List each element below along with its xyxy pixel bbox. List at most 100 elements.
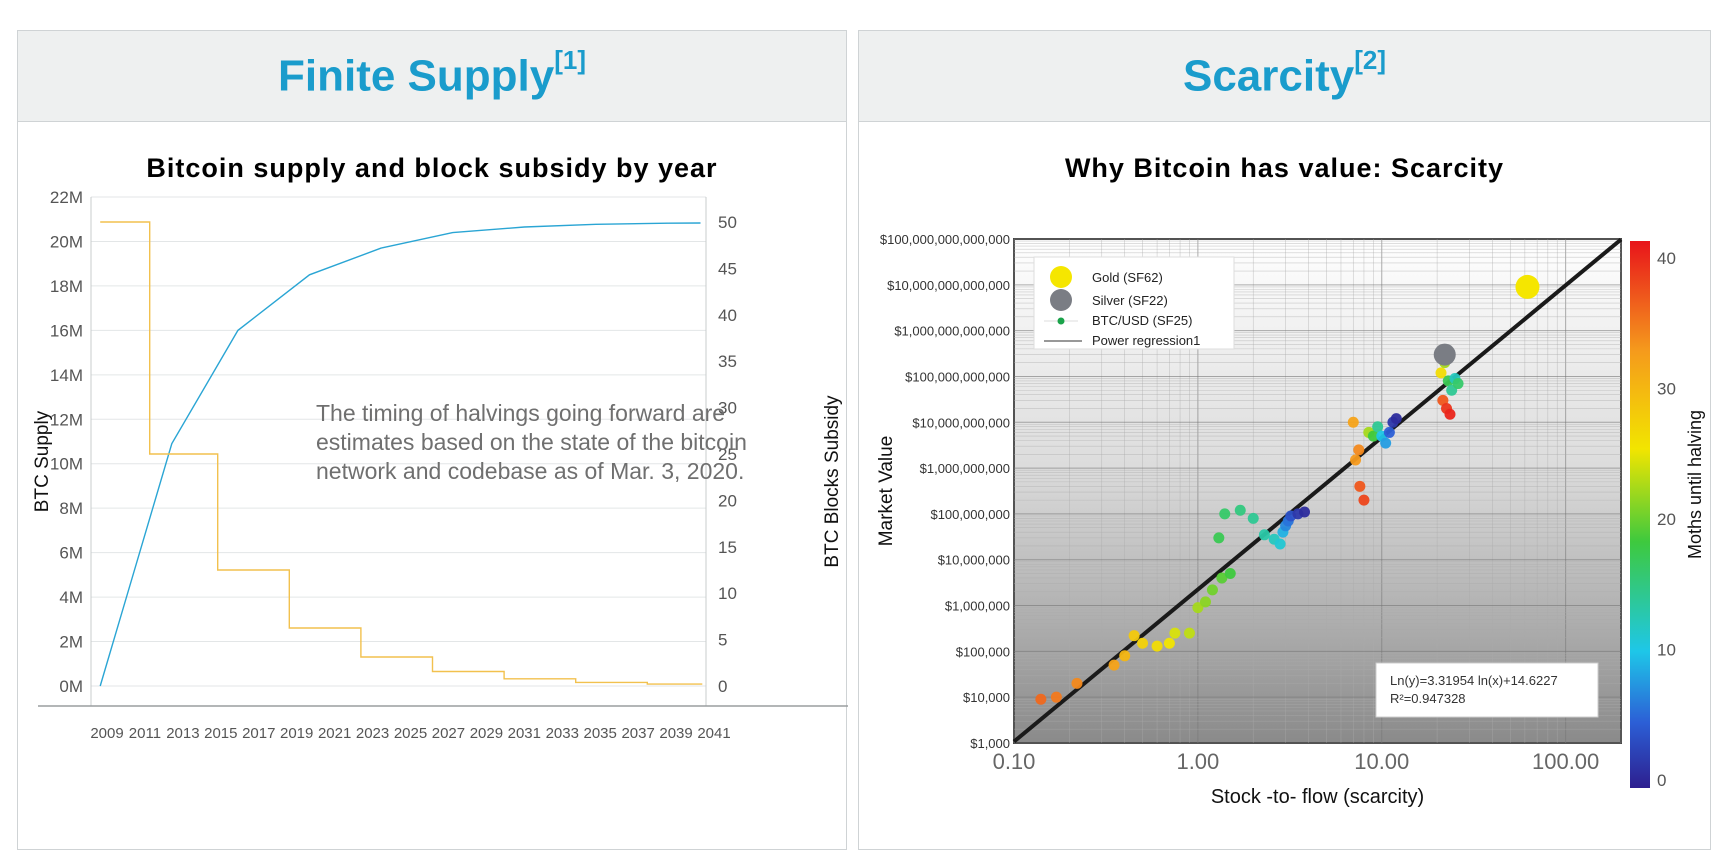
y2-tick-label: 10 xyxy=(718,584,737,603)
btc-data-point xyxy=(1354,480,1366,492)
finite-supply-panel: Finite Supply[1] Bitcoin supply and bloc… xyxy=(17,30,848,850)
x-tick-label: 2013 xyxy=(166,725,199,742)
y2-tick-label: 35 xyxy=(718,352,737,371)
y-tick-label: 16M xyxy=(50,321,83,340)
y2-tick-label: 40 xyxy=(718,306,737,325)
y-tick-label: 20M xyxy=(50,232,83,251)
btc-data-point xyxy=(1350,454,1362,466)
regression-box xyxy=(1375,662,1599,718)
x-tick-label: 2015 xyxy=(204,725,237,742)
btc-data-point xyxy=(1435,367,1447,379)
btc-data-point xyxy=(1444,408,1456,420)
btc-data-point xyxy=(1199,596,1211,608)
x-axis-label: Stock -to- flow (scarcity) xyxy=(1211,786,1424,808)
colorbar-tick-label: 10 xyxy=(1657,641,1676,660)
y-tick-label: 10M xyxy=(50,455,83,474)
btc-data-point xyxy=(1071,677,1083,689)
btc-data-point xyxy=(1383,426,1395,438)
y-tick-label: $1,000,000 xyxy=(945,599,1010,614)
btc-data-point xyxy=(1163,637,1175,649)
y2-tick-label: 45 xyxy=(718,259,737,278)
btc-data-point xyxy=(1380,437,1392,449)
x-tick-label: 2025 xyxy=(394,725,427,742)
y-tick-label: $10,000,000 xyxy=(938,553,1010,568)
btc-data-point xyxy=(1169,627,1181,639)
x-tick-label: 2019 xyxy=(280,725,313,742)
y2-tick-label: 15 xyxy=(718,538,737,557)
y2-tick-label: 50 xyxy=(718,213,737,232)
btc-data-point xyxy=(1219,508,1231,520)
btc-data-point xyxy=(1234,504,1246,516)
btc-data-point xyxy=(1108,659,1120,671)
annotation-line: estimates based on the state of the bitc… xyxy=(316,429,747,455)
x-tick-label: 2021 xyxy=(318,725,351,742)
legend-gold-label: Gold (SF62) xyxy=(1092,270,1163,285)
btc-data-point xyxy=(1128,630,1140,642)
btc-data-point xyxy=(1151,640,1163,652)
legend-gold-marker xyxy=(1050,266,1072,288)
annotation-line: The timing of halvings going forward are xyxy=(316,400,725,426)
scarcity-chart: $1,000 $10,000 $100,000 $1,000,000 $10,000,0… xyxy=(876,232,1705,808)
btc-data-point xyxy=(1035,693,1047,705)
finite-supply-heading: Finite Supply[1] xyxy=(277,45,586,102)
x-tick-label: 2033 xyxy=(546,725,579,742)
x-tick-label: 0.10 xyxy=(993,749,1036,774)
y-tick-label: 2M xyxy=(59,633,83,652)
supply-chart-title: Bitcoin supply and block subsidy by year xyxy=(146,153,718,183)
x-tick-label: 2023 xyxy=(356,725,389,742)
btc-data-point xyxy=(1247,512,1259,524)
x-tick-label: 1.00 xyxy=(1176,749,1219,774)
x-tick-label: 2035 xyxy=(584,725,617,742)
btc-data-point xyxy=(1298,506,1310,518)
legend-regression-label: Power regression1 xyxy=(1092,333,1200,348)
x-tick-label: 2027 xyxy=(432,725,465,742)
y-tick-label: $100,000,000,000 xyxy=(905,369,1010,384)
btc-data-point xyxy=(1353,444,1365,456)
y-tick-label: 22M xyxy=(50,188,83,207)
y-tick-label: 12M xyxy=(50,410,83,429)
legend-btc-marker xyxy=(1057,317,1065,325)
halving-annotation: The timing of halvings going forward are… xyxy=(316,400,747,484)
scarcity-header: Scarcity[2] xyxy=(859,31,1710,122)
finite-supply-heading-text: Finite Supply xyxy=(277,51,555,101)
y-tick-label: $10,000,000,000 xyxy=(912,415,1010,430)
y-tick-label: $1,000,000,000,000 xyxy=(894,324,1010,339)
y2-axis-label: BTC Blocks Subsidy xyxy=(822,395,843,568)
y-tick-label: 6M xyxy=(59,544,83,563)
btc-data-point xyxy=(1372,421,1384,433)
scarcity-heading-ref: [2] xyxy=(1354,44,1386,75)
y-tick-label: 18M xyxy=(50,277,83,296)
finite-supply-header: Finite Supply[1] xyxy=(18,31,846,122)
y-tick-label: $1,000,000,000 xyxy=(920,461,1010,476)
y2-tick-label: 0 xyxy=(718,677,727,696)
colorbar xyxy=(1630,241,1650,788)
btc-data-point xyxy=(1367,430,1379,442)
regression-line xyxy=(1012,237,1623,744)
y2-tick-label: 20 xyxy=(718,491,737,510)
x-tick-label: 2031 xyxy=(508,725,541,742)
gold-data-point xyxy=(1515,274,1540,299)
btc-data-point xyxy=(1274,538,1286,550)
btc-data-point xyxy=(1119,650,1131,662)
btc-data-point xyxy=(1137,637,1149,649)
colorbar-tick-label: 20 xyxy=(1657,510,1676,529)
colorbar-tick-label: 40 xyxy=(1657,249,1676,268)
x-tick-label: 100.00 xyxy=(1532,749,1599,774)
silver-data-point xyxy=(1433,343,1456,366)
annotation-line: network and codebase as of Mar. 3, 2020. xyxy=(316,458,744,484)
y2-tick-label: 5 xyxy=(718,631,727,650)
x-tick-label: 2037 xyxy=(621,725,654,742)
x-tick-label: 2017 xyxy=(242,725,275,742)
regression-r2: R²=0.947328 xyxy=(1390,691,1466,706)
y-axis-label: Market Value xyxy=(876,436,897,547)
btc-data-point xyxy=(1213,532,1225,544)
colorbar-tick-label: 30 xyxy=(1657,380,1676,399)
btc-data-point xyxy=(1358,494,1370,506)
supply-series-line xyxy=(99,222,701,687)
y-tick-label: $1,000 xyxy=(970,736,1010,751)
btc-data-point xyxy=(1206,584,1218,596)
btc-data-point xyxy=(1258,529,1270,541)
legend-silver-label: Silver (SF22) xyxy=(1092,293,1168,308)
x-tick-label: 2029 xyxy=(470,725,503,742)
finite-supply-heading-ref: [1] xyxy=(554,44,586,75)
